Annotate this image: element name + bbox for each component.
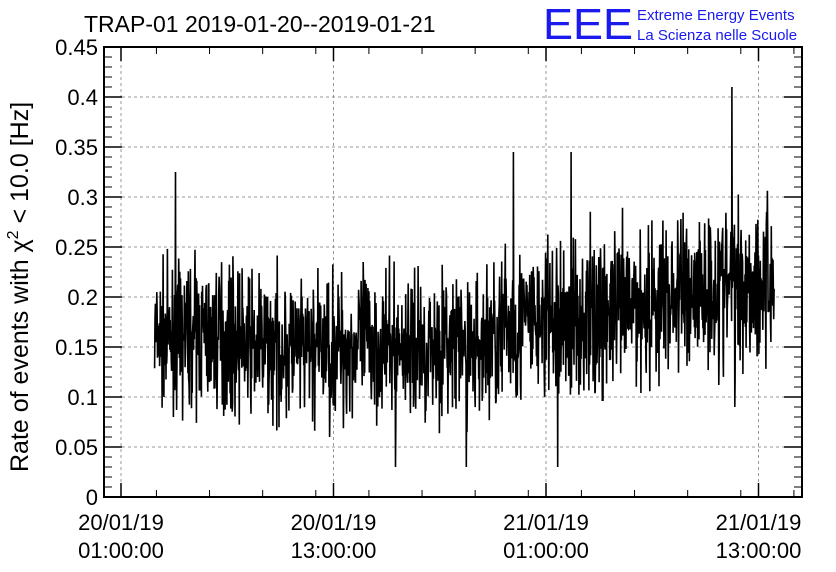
y-tick-label: 0.25	[55, 235, 98, 260]
x-tick-time: 13:00:00	[291, 538, 377, 563]
y-tick-label: 0.35	[55, 135, 98, 160]
x-tick-labels: 20/01/19 01:00:00 20/01/19 13:00:00 21/01/19…	[78, 510, 801, 563]
chart-title: TRAP-01 2019-01-20--2019-01-21	[84, 11, 436, 37]
x-tick-time: 13:00:00	[716, 538, 802, 563]
y-tick-label: 0.1	[67, 385, 98, 410]
y-tick-label: 0.05	[55, 435, 98, 460]
x-tick-date: 20/01/19	[78, 510, 164, 535]
y-tick-label: 0.4	[67, 85, 98, 110]
x-tick-date: 20/01/19	[291, 510, 377, 535]
rate-series-line	[153, 86, 775, 468]
y-tick-label: 0.2	[67, 285, 98, 310]
y-tick-label: 0.3	[67, 185, 98, 210]
x-tick-date: 21/01/19	[716, 510, 802, 535]
plot-frame	[103, 46, 803, 498]
logo-mark: EEE	[543, 0, 633, 49]
eee-logo: EEE Extreme Energy Events La Scienza nel…	[543, 0, 797, 49]
axis-ticks	[104, 46, 802, 498]
logo-line-2: La Scienza nelle Scuole	[637, 27, 797, 44]
series-line	[153, 86, 775, 468]
x-tick-date: 21/01/19	[503, 510, 589, 535]
x-tick-time: 01:00:00	[503, 538, 589, 563]
y-tick-label: 0.15	[55, 335, 98, 360]
logo-line-1: Extreme Energy Events	[637, 7, 795, 24]
y-tick-label: 0	[86, 485, 98, 510]
y-tick-labels: 0 0.05 0.1 0.15 0.2 0.25 0.3 0.35 0.4 0.45	[55, 35, 98, 510]
y-tick-label: 0.45	[55, 35, 98, 60]
x-tick-time: 01:00:00	[78, 538, 164, 563]
y-axis-label: Rate of events with χ2 < 10.0 [Hz]	[5, 102, 34, 472]
